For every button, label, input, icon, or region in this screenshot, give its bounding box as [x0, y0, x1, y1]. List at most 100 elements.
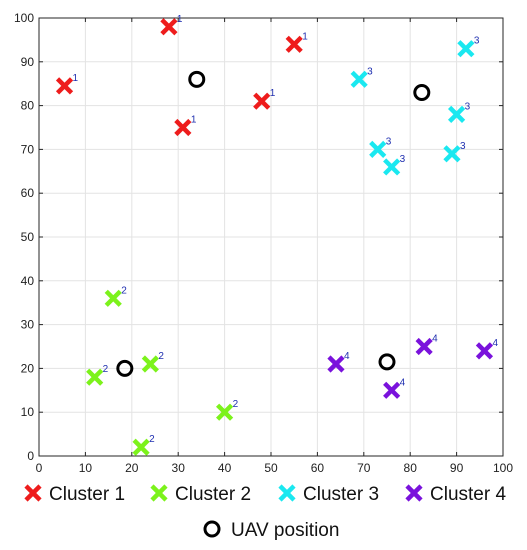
- cluster-1-point-label: 1: [73, 73, 79, 84]
- x-marker-stroke: [150, 484, 168, 502]
- x-marker-stroke: [55, 77, 74, 95]
- x-marker-stroke: [327, 355, 345, 373]
- y-tick-label: 20: [21, 361, 35, 375]
- x-tick-label: 100: [493, 461, 513, 475]
- x-tick-label: 50: [264, 461, 278, 475]
- y-tick-label: 30: [21, 318, 35, 332]
- x-marker-stroke: [174, 118, 192, 137]
- legend-cluster-2-swatch: [150, 484, 168, 502]
- cluster-1-point-label: 1: [177, 14, 183, 25]
- cluster-1-point: [285, 35, 303, 53]
- x-marker-stroke: [132, 438, 150, 456]
- legend-uav-position-swatch: [203, 520, 221, 538]
- cluster-1-point: [160, 18, 178, 36]
- cluster-3-point: [369, 140, 387, 158]
- legend-uav-position-label: UAV position: [231, 520, 339, 541]
- grid-lines: [38, 17, 504, 457]
- cluster-2-point-label: 2: [233, 399, 239, 410]
- cluster-2-point: [132, 438, 150, 456]
- cluster-4-point-label: 4: [432, 334, 438, 345]
- cluster-4-point-label: 4: [344, 351, 350, 362]
- y-tick-label: 10: [21, 405, 35, 419]
- cluster-3-point-label: 3: [465, 101, 471, 112]
- cluster-1-point: [174, 118, 192, 137]
- cluster-2-point: [216, 403, 234, 421]
- x-marker-stroke: [278, 484, 296, 502]
- cluster-3-point: [350, 70, 368, 88]
- x-marker-stroke: [216, 403, 234, 421]
- cluster-4-point: [475, 342, 494, 360]
- legend-cluster-1-label: Cluster 1: [49, 484, 125, 505]
- x-marker-stroke: [141, 355, 159, 373]
- y-tick-label: 80: [21, 99, 35, 113]
- y-tick-label: 90: [21, 55, 35, 69]
- y-tick-label: 70: [21, 142, 35, 156]
- cluster-3-point-label: 3: [400, 154, 406, 165]
- cluster-2-point-label: 2: [149, 434, 155, 445]
- cluster-4-point: [327, 355, 345, 373]
- cluster-3-point: [457, 40, 475, 58]
- axes: [38, 17, 504, 457]
- x-tick-label: 70: [357, 461, 371, 475]
- legend-cluster-2-label: Cluster 2: [175, 484, 251, 505]
- x-marker-stroke: [24, 484, 42, 502]
- x-marker-stroke: [104, 289, 122, 307]
- x-marker-stroke: [443, 145, 461, 163]
- cluster-2-point: [86, 368, 104, 386]
- cluster-4-point: [383, 381, 401, 399]
- x-marker-stroke: [369, 140, 387, 158]
- uav-position-marker: [188, 70, 206, 88]
- legend-cluster-1-swatch: [24, 484, 42, 502]
- x-marker-stroke: [457, 40, 475, 58]
- cluster-3-point-label: 3: [460, 141, 466, 152]
- y-tick-label: 60: [21, 186, 35, 200]
- cluster-2-point: [104, 289, 122, 307]
- legend: Cluster 1 Cluster 2 Cluster 3 Cluster 4 UAV …: [24, 484, 506, 541]
- x-marker-stroke: [383, 381, 401, 399]
- x-tick-label: 90: [450, 461, 464, 475]
- x-marker-stroke: [475, 342, 494, 360]
- x-tick-label: 0: [36, 461, 43, 475]
- legend-cluster-4-swatch: [405, 484, 423, 502]
- uav-position-marker: [378, 353, 396, 371]
- y-tick-label: 50: [21, 230, 35, 244]
- x-marker-stroke: [253, 92, 271, 110]
- x-marker-stroke: [350, 70, 368, 88]
- x-tick-label: 60: [311, 461, 325, 475]
- cluster-4-point-label: 4: [492, 338, 498, 349]
- y-tick-label: 0: [27, 449, 34, 463]
- cluster-1-point: [55, 77, 74, 95]
- cluster-4-point: [415, 337, 433, 356]
- x-tick-label: 20: [125, 461, 139, 475]
- uav-position-marker: [116, 359, 134, 377]
- x-marker-stroke: [86, 368, 104, 386]
- cluster-3-point: [448, 105, 466, 123]
- x-tick-label: 40: [218, 461, 232, 475]
- cluster-2-point-label: 2: [121, 285, 127, 296]
- x-marker-stroke: [383, 158, 401, 176]
- legend-cluster-3-swatch: [278, 484, 296, 502]
- x-tick-label: 30: [172, 461, 186, 475]
- legend-cluster-3-label: Cluster 3: [303, 484, 379, 505]
- cluster-2-point-label: 2: [158, 351, 164, 362]
- cluster-2-point: [141, 355, 159, 373]
- cluster-3-point: [443, 145, 461, 163]
- x-marker-stroke: [448, 105, 466, 123]
- legend-cluster-4-label: Cluster 4: [430, 484, 506, 505]
- x-marker-stroke: [405, 484, 423, 502]
- cluster-1-point-label: 1: [302, 31, 308, 42]
- cluster-3-point-label: 3: [367, 66, 373, 77]
- x-tick-label: 80: [404, 461, 418, 475]
- x-tick-label: 10: [79, 461, 93, 475]
- y-tick-label: 100: [14, 11, 34, 25]
- x-marker-stroke: [160, 18, 178, 36]
- cluster-1-point-label: 1: [270, 88, 276, 99]
- cluster-1-point: [253, 92, 271, 110]
- cluster-3-point-label: 3: [474, 36, 480, 47]
- x-marker-stroke: [285, 35, 303, 53]
- cluster-3-point: [383, 158, 401, 176]
- tick-labels: 0 10 20 30 40 50 60 70 80 90 100 0 10 20 30 40 50 60 70 80 9…: [14, 11, 513, 475]
- cluster-3-point-label: 3: [386, 136, 392, 147]
